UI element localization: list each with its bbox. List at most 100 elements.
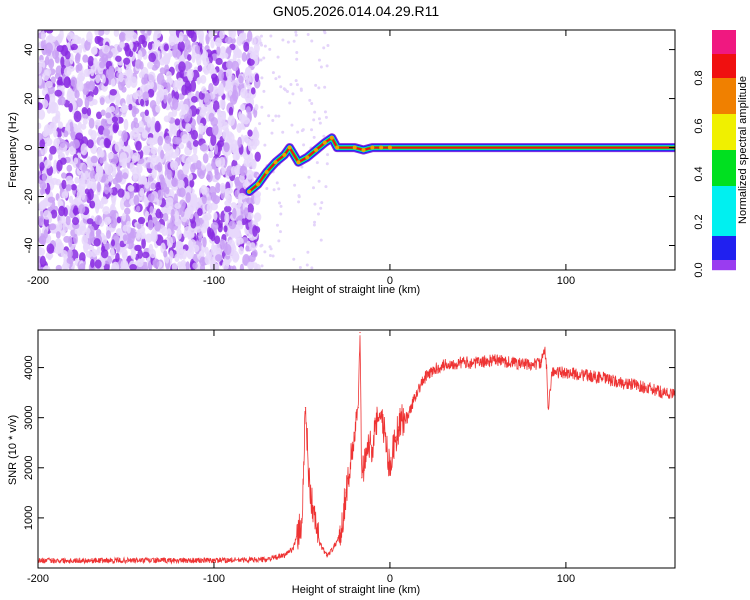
noise-blob — [197, 65, 203, 72]
noise-blob — [137, 216, 146, 225]
noise-blob — [248, 152, 254, 162]
noise-blob — [202, 236, 207, 248]
noise-speck — [294, 79, 298, 83]
noise-blob — [66, 164, 73, 172]
noise-blob — [56, 45, 65, 53]
noise-blob — [119, 41, 125, 49]
noise-blob — [55, 264, 62, 270]
snr-point — [325, 554, 328, 557]
noise-blob — [185, 261, 190, 270]
noise-blob — [93, 57, 98, 68]
colorbar-cell — [712, 224, 736, 227]
noise-blob — [174, 202, 182, 210]
noise-blob — [154, 59, 161, 69]
noise-blob — [217, 223, 223, 233]
noise-blob — [48, 58, 55, 69]
noise-blob — [194, 44, 201, 54]
noise-blob — [88, 117, 95, 129]
noise-blob — [43, 159, 52, 169]
colorbar-cell — [712, 180, 736, 183]
snr-point — [618, 382, 620, 384]
noise-blob — [224, 212, 230, 225]
noise-blob — [38, 63, 42, 75]
noise-blob — [73, 110, 82, 123]
noise-speck — [299, 88, 303, 92]
noise-blob — [135, 231, 141, 240]
noise-speck — [319, 65, 323, 69]
noise-blob — [66, 256, 74, 265]
noise-blob — [133, 133, 141, 141]
colorbar-cell — [712, 236, 736, 239]
noise-blob — [243, 158, 249, 168]
noise-blob — [169, 250, 174, 261]
noise-blob — [58, 205, 66, 217]
colorbar-cell — [712, 188, 736, 191]
colorbar-cell — [712, 164, 736, 167]
noise-blob — [98, 125, 105, 135]
snr-point — [600, 377, 602, 379]
noise-blob — [103, 242, 111, 250]
noise-blob — [119, 198, 126, 211]
noise-blob — [150, 182, 157, 190]
noise-blob — [253, 212, 262, 222]
noise-blob — [100, 109, 106, 116]
colorbar-cell — [712, 74, 736, 77]
noise-speck — [263, 44, 267, 48]
colorbar-cell — [712, 30, 736, 33]
noise-blob — [242, 253, 251, 266]
noise-blob — [130, 76, 138, 88]
noise-blob — [187, 73, 193, 82]
colorbar-cell — [712, 232, 736, 235]
noise-blob — [123, 57, 131, 65]
noise-blob — [116, 216, 122, 224]
noise-blob — [225, 60, 233, 70]
noise-blob — [154, 120, 161, 133]
noise-blob — [86, 179, 92, 190]
noise-blob — [188, 208, 194, 220]
noise-blob — [169, 30, 177, 37]
colorbar-cell — [712, 134, 736, 137]
noise-speck — [297, 200, 301, 204]
noise-blob — [147, 71, 156, 82]
noise-blob — [254, 151, 261, 162]
noise-blob — [214, 235, 221, 245]
noise-speck — [310, 128, 314, 132]
noise-blob — [42, 210, 51, 220]
noise-blob — [129, 50, 134, 58]
noise-blob — [89, 231, 95, 243]
noise-blob — [181, 249, 188, 260]
colorbar-cell — [712, 116, 736, 119]
noise-blob — [160, 176, 166, 188]
noise-blob — [217, 110, 223, 117]
noise-blob — [49, 145, 57, 155]
noise-blob — [200, 74, 207, 84]
noise-blob — [99, 97, 105, 106]
noise-blob — [119, 152, 128, 163]
noise-blob — [61, 172, 67, 179]
noise-blob — [194, 197, 203, 208]
noise-blob — [57, 197, 62, 208]
noise-blob — [224, 244, 232, 256]
snr-point — [442, 364, 444, 366]
colorbar-cell — [712, 80, 736, 83]
colorbar-cell — [712, 110, 736, 113]
noise-blob — [110, 239, 116, 247]
noise-blob — [40, 188, 45, 195]
noise-blob — [79, 263, 86, 270]
noise-blob — [156, 72, 165, 85]
noise-blob — [46, 243, 55, 254]
noise-speck — [281, 130, 285, 134]
noise-blob — [115, 55, 122, 62]
noise-speck — [317, 179, 321, 183]
noise-blob — [122, 224, 129, 232]
snr-ylabel: SNR (10 * v/v) — [7, 415, 19, 485]
snr-point — [371, 447, 373, 449]
noise-blob — [90, 46, 98, 55]
noise-blob — [165, 71, 172, 80]
noise-blob — [239, 103, 246, 111]
noise-blob — [181, 103, 189, 113]
noise-blob — [61, 191, 69, 199]
noise-blob — [215, 160, 222, 168]
noise-blob — [216, 45, 221, 56]
noise-blob — [49, 92, 56, 104]
